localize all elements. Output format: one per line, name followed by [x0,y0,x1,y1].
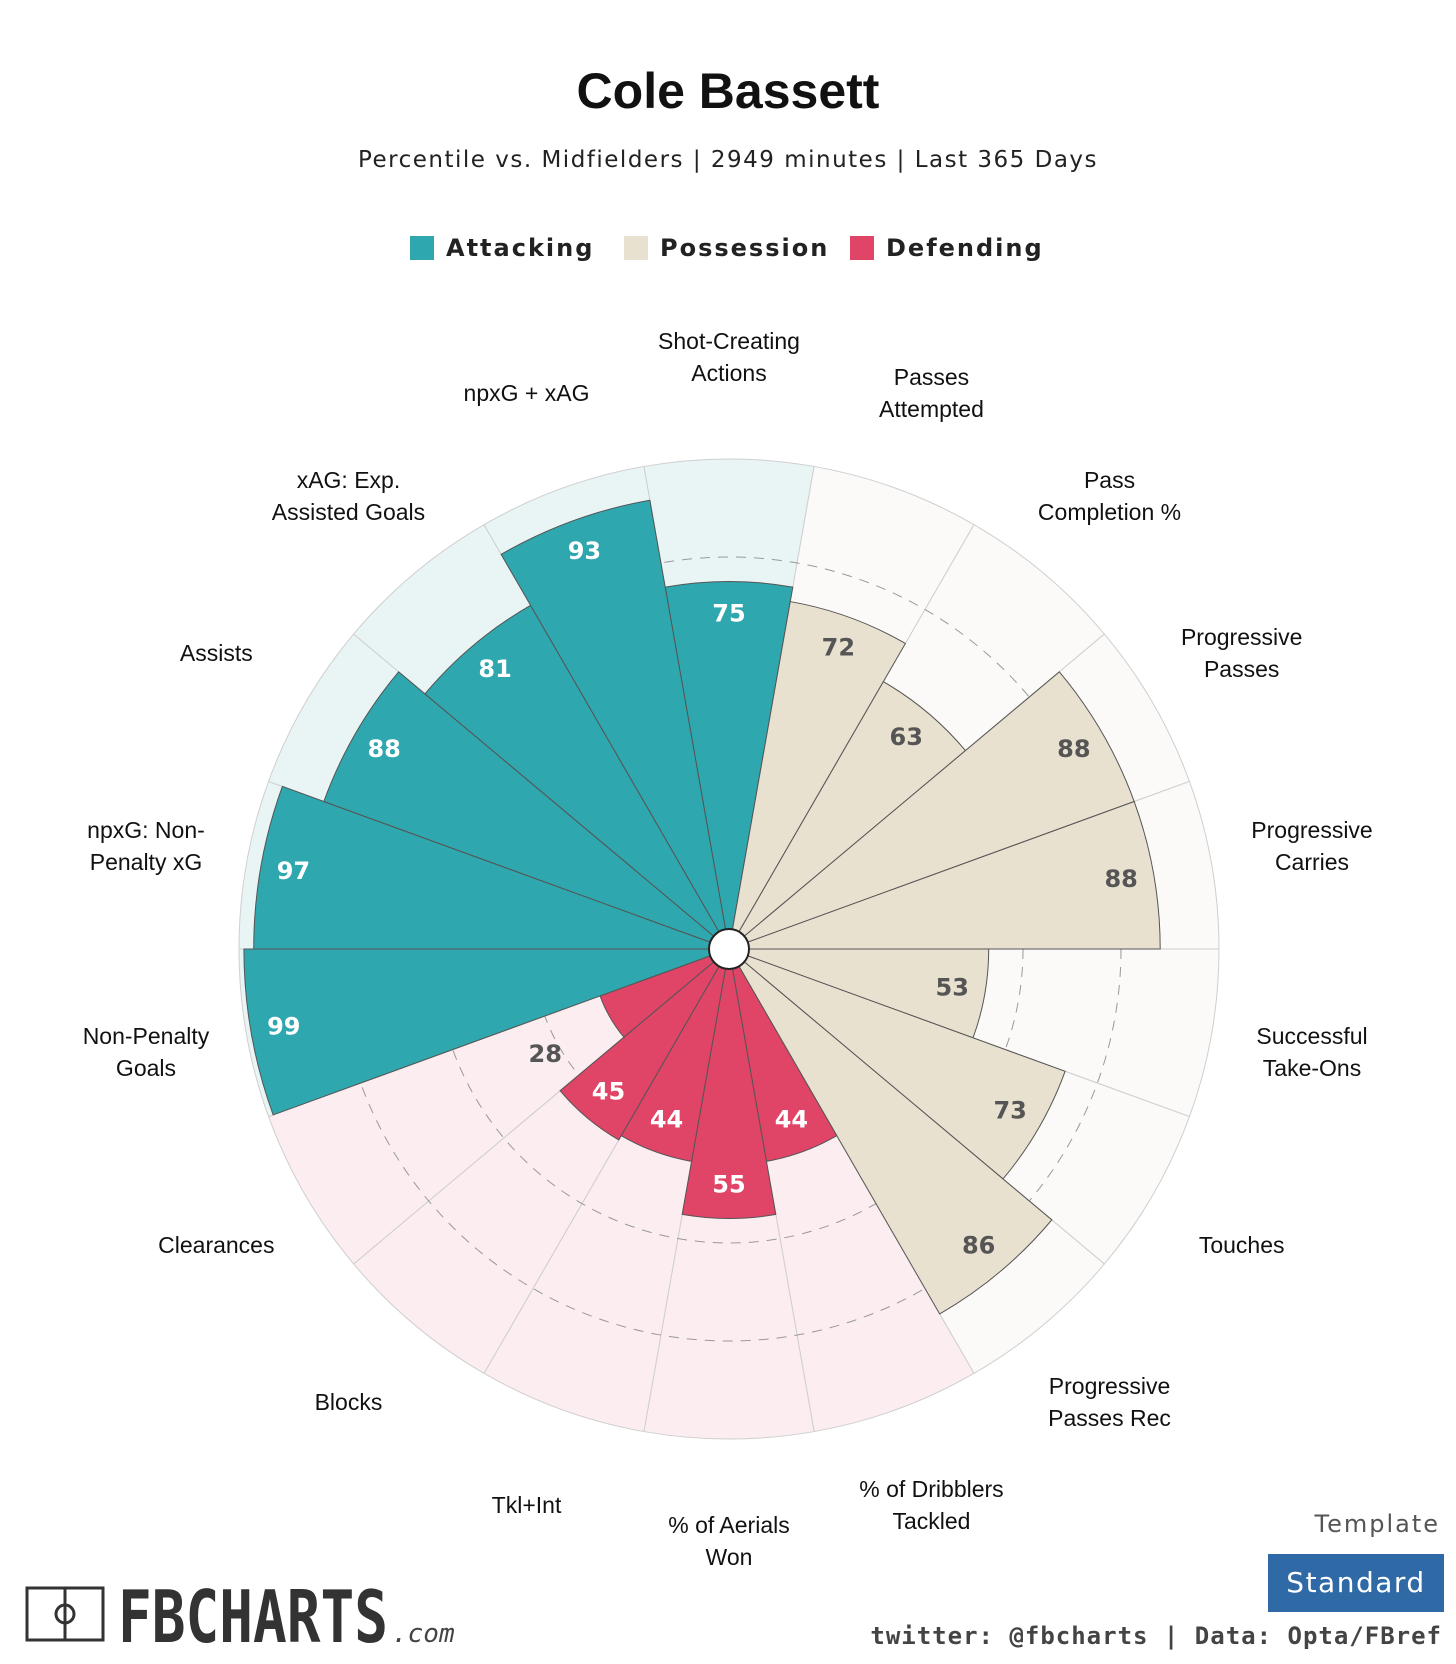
legend-swatch [850,236,874,260]
chart-subtitle: Percentile vs. Midfielders | 2949 minute… [357,147,1099,173]
bar [243,948,730,1116]
value-label: 99 [267,1013,300,1041]
bar [728,948,1053,1315]
category-label: Tkl+Int [491,1492,562,1519]
value-label: 28 [529,1040,562,1068]
value-label: 86 [962,1232,995,1260]
template-name[interactable]: Standard [1286,1566,1425,1599]
category-label: npxG + xAG [463,379,590,406]
category-label: Progressive Carries [1251,817,1373,876]
value-label: 88 [367,735,400,763]
value-label: 93 [568,537,601,565]
value-label: 88 [1104,865,1137,893]
value-label: 45 [592,1078,625,1106]
bar [664,581,794,950]
bar [424,604,730,950]
template-button[interactable] [1268,1554,1444,1612]
value-labels: 75 72 63 88 88 53 73 86 44 55 44 45 28 99 97 88 81 93 [267,537,1138,1260]
category-label: Clearances [158,1232,275,1258]
value-label: 75 [712,600,745,628]
value-label: 72 [822,633,855,661]
bar [728,600,907,950]
legend-swatch [624,236,648,260]
slice-background [267,948,730,1265]
bar [728,671,1135,950]
value-label: 88 [1057,735,1090,763]
category-label: Progressive Passes Rec [1048,1373,1171,1432]
category-label: % of Aerials Won [668,1512,790,1570]
chart-title: Cole Bassett [576,63,880,119]
category-label: Successful Take-Ons [1256,1022,1368,1081]
bar [728,800,1161,950]
value-label: 44 [775,1106,808,1134]
bar [681,948,777,1219]
bar [253,785,730,950]
bar [323,671,730,950]
bars [243,499,1161,1315]
category-label: Passes Attempted [879,363,984,422]
legend-label: Possession [660,234,829,262]
category-label: Touches [1198,1232,1285,1258]
legend-label: Defending [886,234,1044,262]
legend-label: Attacking [446,234,594,262]
bar [559,948,730,1141]
category-label: Assists [179,640,253,666]
value-label: 63 [890,723,923,751]
category-label: Pass Completion % [1037,466,1182,525]
category-label: Non-Penalty Goals [82,1022,210,1081]
bar [500,499,730,950]
category-label: Progressive Passes [1180,624,1303,682]
value-label: 55 [712,1171,745,1199]
category-label: xAG: Exp. Assisted Goals [271,466,426,525]
value-label: 81 [478,655,511,683]
value-label: 97 [277,857,310,885]
template-label: Template [1313,1510,1440,1538]
value-label: 53 [936,973,969,1001]
logo-suffix: .com [392,1619,455,1649]
value-label: 44 [650,1106,683,1134]
value-label: 73 [993,1096,1026,1124]
category-label: Blocks [314,1389,383,1416]
credit: twitter: @fbcharts | Data: Opta/FBref [870,1622,1442,1650]
category-label: % of Dribblers Tackled [859,1476,1004,1535]
logo-text: FBCHARTS [118,1575,388,1659]
category-label: Shot-Creating Actions [658,328,800,386]
category-label: npxG: Non- Penalty xG [87,817,205,876]
center-hole [708,928,750,970]
logo-circle [54,1603,76,1625]
legend-swatch [410,236,434,260]
